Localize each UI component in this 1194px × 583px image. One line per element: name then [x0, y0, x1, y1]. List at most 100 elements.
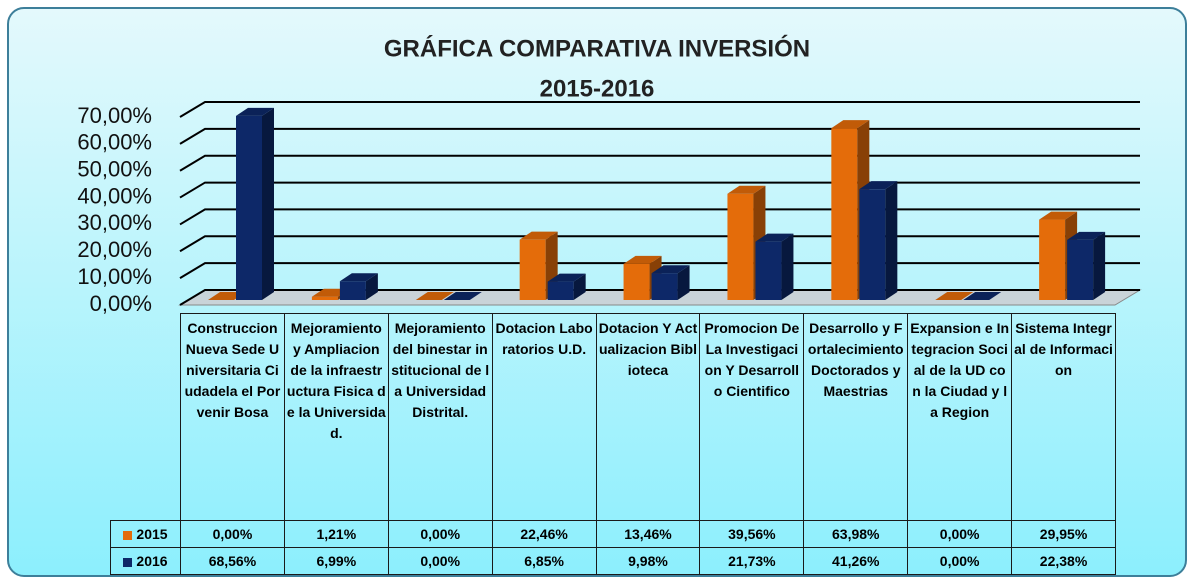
bar-face — [727, 193, 754, 300]
category-label: Dotacion Laboratorios U.D. — [491, 313, 597, 521]
bar-face — [623, 255, 662, 264]
data-table-value: 22,46% — [491, 520, 597, 548]
bar-face — [519, 239, 546, 300]
y-tick-label: 20,00% — [77, 237, 152, 262]
bar — [727, 185, 766, 300]
data-table-value: 63,98% — [803, 520, 909, 548]
bar-face — [443, 292, 482, 300]
bar — [443, 292, 482, 300]
bar — [547, 273, 586, 300]
bar-face — [339, 273, 378, 282]
bar-face — [262, 107, 274, 300]
bar-face — [963, 292, 1002, 300]
data-table-value: 1,21% — [283, 520, 389, 548]
bar — [859, 181, 898, 300]
bar-face — [935, 292, 974, 300]
data-table-value: 22,38% — [1011, 547, 1116, 575]
data-table-value: 13,46% — [595, 520, 701, 548]
legend-item: 2016 — [110, 547, 181, 575]
y-tick-label: 40,00% — [77, 183, 152, 208]
category-label: Promocion De La Investigacion Y Desarrol… — [699, 313, 805, 521]
bar — [935, 292, 974, 300]
bar-face — [755, 233, 794, 242]
bar — [519, 231, 558, 300]
data-table-value: 41,26% — [803, 547, 909, 575]
bar — [236, 107, 274, 300]
data-table-value: 0,00% — [907, 520, 1013, 548]
bar-face — [727, 185, 766, 194]
data-table-value: 29,95% — [1011, 520, 1116, 548]
bar-face — [651, 273, 678, 300]
category-label: Mejoramiento del binestar institucional … — [387, 313, 493, 521]
bar-face — [1093, 231, 1106, 300]
chart-subtitle: 2015-2016 — [540, 75, 655, 102]
bar-face — [831, 120, 870, 129]
bar-face — [547, 281, 574, 300]
bar — [755, 233, 794, 300]
category-label: Desarrollo y Fortalecimiento Doctorados … — [803, 313, 909, 521]
bar — [963, 292, 1002, 300]
bar-face — [1067, 239, 1094, 300]
bar-face — [623, 263, 650, 300]
data-table-value: 39,56% — [699, 520, 805, 548]
bar-face — [519, 231, 558, 240]
bar — [415, 292, 454, 300]
bar-face — [1067, 231, 1106, 240]
bar-face — [885, 181, 898, 300]
bar-face — [1039, 211, 1078, 220]
bar — [1067, 231, 1106, 300]
legend-swatch — [123, 557, 133, 567]
data-table-value: 0,00% — [387, 547, 493, 575]
bar-face — [781, 233, 794, 300]
category-label: Dotacion Y Actualizacion Biblioteca — [595, 313, 701, 521]
data-table-value: 0,00% — [387, 520, 493, 548]
data-table-value: 0,00% — [907, 547, 1013, 575]
legend-label: 2016 — [136, 553, 168, 569]
category-label: Mejoramiento y Ampliacion de la infraest… — [283, 313, 389, 521]
bar — [339, 273, 378, 300]
bar-face — [831, 128, 858, 300]
grid-line — [179, 181, 1140, 199]
bar-face — [859, 181, 898, 190]
bar-face — [339, 281, 366, 300]
data-table-value: 21,73% — [699, 547, 805, 575]
bar-face — [236, 115, 262, 300]
grid-line — [179, 154, 1140, 172]
bar — [651, 265, 690, 300]
bar-face — [755, 241, 782, 300]
data-table-value: 9,98% — [595, 547, 701, 575]
grid-line — [179, 127, 1140, 145]
legend-item: 2015 — [110, 520, 181, 548]
bar-face — [311, 296, 338, 300]
grid-line — [179, 208, 1140, 226]
bar-face — [1039, 219, 1066, 300]
bar-face — [236, 107, 274, 116]
legend-label: 2015 — [136, 526, 168, 542]
data-table-value: 6,99% — [283, 547, 389, 575]
data-table-value: 6,85% — [491, 547, 597, 575]
y-tick-label: 50,00% — [77, 157, 152, 182]
category-label: Sistema Integral de Informacion — [1011, 313, 1116, 521]
data-table-value: 68,56% — [180, 547, 285, 575]
y-tick-label: 70,00% — [77, 103, 152, 128]
bar-face — [677, 265, 690, 300]
grid-line — [179, 289, 1140, 306]
y-tick-label: 0,00% — [90, 291, 152, 316]
chart-title: GRÁFICA COMPARATIVA INVERSIÓN — [384, 34, 810, 62]
grid-line — [179, 235, 1140, 253]
grid-line — [179, 101, 1140, 118]
y-tick-label: 30,00% — [77, 210, 152, 235]
data-table-value: 0,00% — [180, 520, 285, 548]
category-label: Expansion e Integracion Social de la UD … — [907, 313, 1013, 521]
y-tick-label: 60,00% — [77, 130, 152, 155]
y-tick-label: 10,00% — [77, 264, 152, 289]
legend-swatch — [123, 530, 133, 540]
grid-line — [179, 262, 1140, 280]
bar-face — [859, 189, 886, 300]
category-label: Construccion Nueva Sede Universitaria Ci… — [180, 313, 285, 521]
bar-face — [547, 273, 586, 282]
bar-face — [651, 265, 690, 274]
bar-face — [415, 292, 454, 300]
